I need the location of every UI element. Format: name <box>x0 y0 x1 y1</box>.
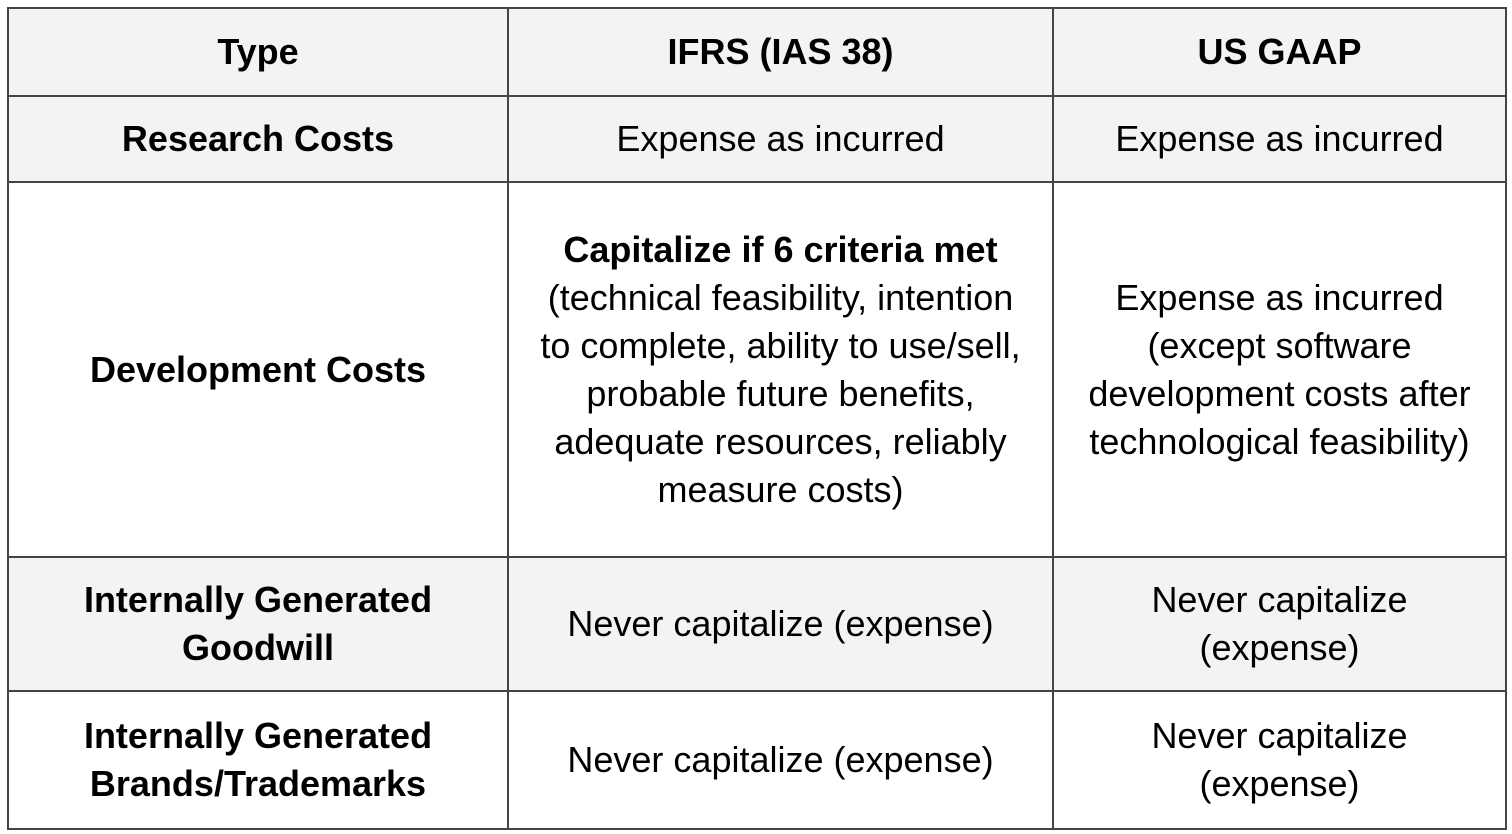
ifrs-cell: Never capitalize (expense) <box>507 556 1054 692</box>
gaap-cell: Expense as incurred <box>1052 95 1507 183</box>
header-cell: IFRS (IAS 38) <box>507 7 1054 97</box>
header-cell: Type <box>7 7 509 97</box>
row: Internally Generated Brands/Trademarks N… <box>7 690 1507 830</box>
row: Development Costs Capitalize if 6 criter… <box>7 181 1507 558</box>
type-cell: Internally Generated Goodwill <box>7 556 509 692</box>
type-cell: Internally Generated Brands/Trademarks <box>7 690 509 830</box>
ifrs-cell: Never capitalize (expense) <box>507 690 1054 830</box>
gaap-cell: Expense as incurred (except software dev… <box>1052 181 1507 558</box>
header-cell: US GAAP <box>1052 7 1507 97</box>
gaap-cell: Never capitalize (expense) <box>1052 556 1507 692</box>
ifrs-cell: Expense as incurred <box>507 95 1054 183</box>
row: Internally Generated Goodwill Never capi… <box>7 556 1507 692</box>
type-cell: Research Costs <box>7 95 509 183</box>
type-cell: Development Costs <box>7 181 509 558</box>
ifrs-cell: Capitalize if 6 criteria met (technical … <box>507 181 1054 558</box>
comparison-table: Type IFRS (IAS 38) US GAAP Research Cost… <box>7 7 1507 830</box>
bold-text: Capitalize if 6 criteria met <box>563 228 998 270</box>
header-row: Type IFRS (IAS 38) US GAAP <box>7 7 1507 97</box>
gaap-cell: Never capitalize (expense) <box>1052 690 1507 830</box>
row: Research Costs Expense as incurred Expen… <box>7 95 1507 183</box>
cell-text: (technical feasibility, intention to com… <box>540 276 1021 510</box>
